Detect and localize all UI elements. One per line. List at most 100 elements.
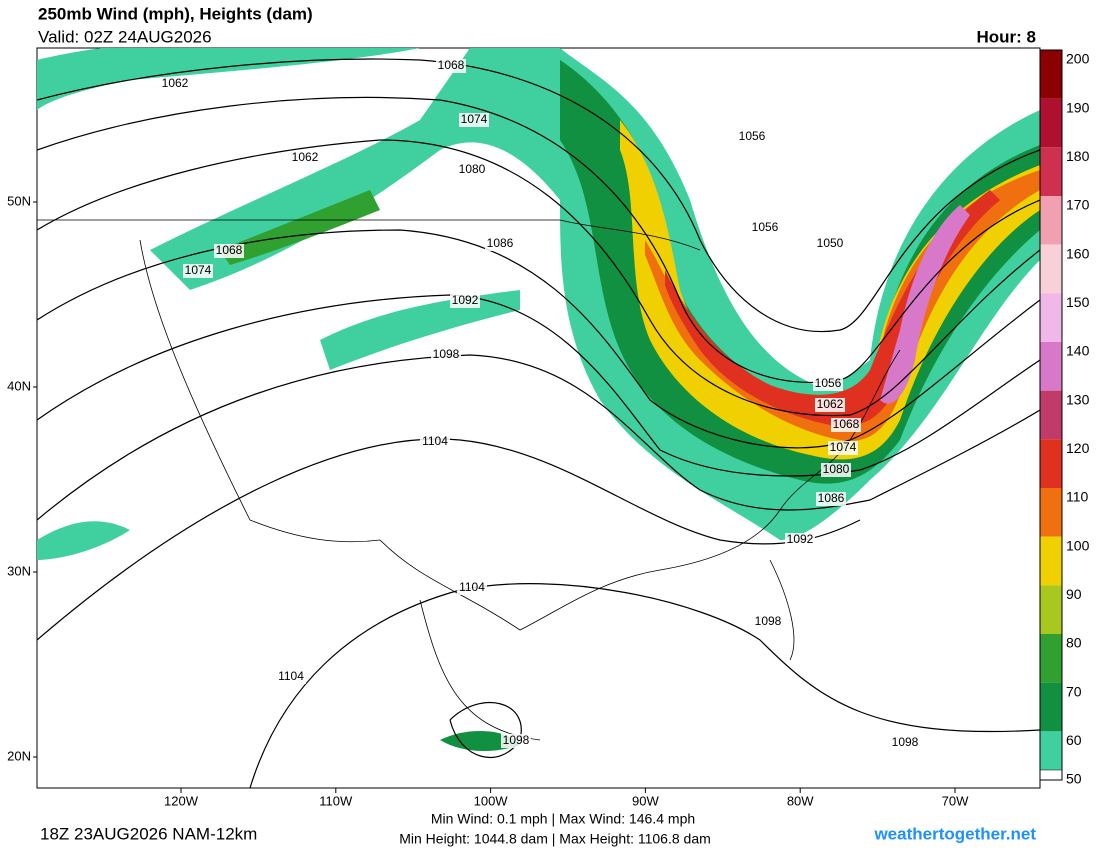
colorbar-label: 130 xyxy=(1066,391,1090,407)
colorbar-frame xyxy=(1039,49,1063,781)
colorbar-segment xyxy=(1040,50,1062,99)
colorbar-segment xyxy=(1040,293,1062,342)
contour-labels: 1062 1068 1074 1062 1080 1068 1074 1086 1092 1098… xyxy=(160,58,920,750)
contour-label: 1050 xyxy=(817,236,844,250)
map-panel xyxy=(36,47,1041,789)
model-run: 18Z 23AUG2026 NAM-12km xyxy=(40,824,257,843)
contour-label-bg xyxy=(214,244,244,258)
contour-label-bg xyxy=(753,615,783,629)
axis-labels: 50N 40N 30N 20N 120W 110W 100W 90W 80W 70W xyxy=(7,193,969,808)
contour-label-bg xyxy=(501,734,531,748)
title: 250mb Wind (mph), Heights (dam) xyxy=(38,4,313,23)
wind-shading xyxy=(37,48,1040,752)
contour-label: 1068 xyxy=(833,417,860,431)
contour-label-bg xyxy=(831,418,861,432)
colorbar-segment xyxy=(1040,536,1062,586)
contour-label: 1104 xyxy=(459,580,485,594)
contour-label-bg xyxy=(485,237,515,251)
contour-label: 1086 xyxy=(818,491,845,505)
colorbar-segment xyxy=(1040,244,1062,294)
contour-label-bg xyxy=(828,441,858,455)
contour-label-bg xyxy=(431,348,461,362)
contour-label-bg xyxy=(737,130,767,144)
contour-label: 1056 xyxy=(739,129,766,143)
colorbar-segment xyxy=(1040,196,1062,245)
contour-label-bg xyxy=(183,264,213,278)
colorbar-label: 140 xyxy=(1066,343,1090,359)
lon-label: 110W xyxy=(319,793,353,808)
colorbar: 200 190 180 170 160 150 140 130 120 110 100 90 80 70 6… xyxy=(1039,49,1090,787)
contour-label: 1068 xyxy=(216,243,243,257)
contour-label-bg xyxy=(276,670,306,684)
contour-label-bg xyxy=(420,435,450,449)
colorbar-segment xyxy=(1040,390,1062,440)
height-range: Min Height: 1044.8 dam | Max Height: 110… xyxy=(399,831,711,847)
colorbar-segment xyxy=(1040,585,1062,634)
lat-label: 30N xyxy=(7,563,31,578)
contour-label-bg xyxy=(160,77,190,91)
colorbar-label: 120 xyxy=(1066,440,1090,456)
contour-label: 1098 xyxy=(755,614,782,628)
contour-label: 1098 xyxy=(503,733,530,747)
colorbar-label: 60 xyxy=(1066,732,1082,748)
contour-label: 1098 xyxy=(433,347,460,361)
lat-label: 40N xyxy=(7,378,31,393)
contour-label-bg xyxy=(785,533,815,547)
contour-label: 1098 xyxy=(892,735,919,749)
colorbar-label: 150 xyxy=(1066,294,1090,310)
contour-label-bg xyxy=(816,492,846,506)
contour-label: 1080 xyxy=(459,162,486,176)
contour-label: 1074 xyxy=(830,440,857,454)
colorbar-label: 160 xyxy=(1066,245,1090,261)
forecast-hour: Hour: 8 xyxy=(977,27,1037,46)
colorbar-segment xyxy=(1040,342,1062,391)
colorbar-label: 80 xyxy=(1066,635,1082,651)
contour-label: 1056 xyxy=(752,220,779,234)
lon-label: 120W xyxy=(164,793,199,808)
lon-label: 70W xyxy=(942,793,969,808)
lon-label: 90W xyxy=(632,793,659,808)
wind-range: Min Wind: 0.1 mph | Max Wind: 146.4 mph xyxy=(431,811,695,827)
site-credit: weathertogether.net xyxy=(873,824,1036,843)
colorbar-label: 70 xyxy=(1066,683,1082,699)
colorbar-label: 180 xyxy=(1066,148,1090,164)
lat-label: 20N xyxy=(7,748,31,763)
contour-label: 1062 xyxy=(817,397,844,411)
contour-label: 1104 xyxy=(422,434,448,448)
contour-label-bg xyxy=(457,163,487,177)
colorbar-segment xyxy=(1040,488,1062,537)
colorbar-label: 200 xyxy=(1066,51,1090,67)
contour-label-bg xyxy=(815,398,845,412)
contour-label: 1086 xyxy=(487,236,514,250)
contour-label: 1074 xyxy=(461,112,488,126)
colorbar-label: 110 xyxy=(1066,489,1089,505)
lon-label: 100W xyxy=(474,793,509,808)
contour-label: 1092 xyxy=(787,532,814,546)
colorbar-segment xyxy=(1040,147,1062,196)
lat-label: 50N xyxy=(7,193,31,208)
valid-time: Valid: 02Z 24AUG2026 xyxy=(38,27,212,46)
contour-label-bg xyxy=(815,237,845,251)
contour-label: 1104 xyxy=(278,669,304,683)
lon-label: 80W xyxy=(787,793,814,808)
contour-label-bg xyxy=(450,294,480,308)
contour-label: 1080 xyxy=(823,462,850,476)
contour-label-bg xyxy=(813,377,843,391)
colorbar-segment xyxy=(1040,634,1062,683)
contour-label: 1074 xyxy=(185,263,212,277)
contour-label-bg xyxy=(459,113,489,127)
contour-label: 1062 xyxy=(162,76,189,90)
colorbar-label: 190 xyxy=(1066,99,1090,115)
contour-label: 1062 xyxy=(292,150,319,164)
contour-label: 1092 xyxy=(452,293,479,307)
colorbar-segment xyxy=(1039,769,1063,781)
contour-label: 1068 xyxy=(438,58,465,72)
contour-label-bg xyxy=(290,151,320,165)
colorbar-segment xyxy=(1040,682,1062,732)
colorbar-segment xyxy=(1040,439,1062,488)
colorbar-label: 50 xyxy=(1066,771,1082,787)
contour-label-bg xyxy=(890,736,920,750)
colorbar-segment xyxy=(1040,731,1062,780)
colorbar-segment xyxy=(1040,98,1062,148)
